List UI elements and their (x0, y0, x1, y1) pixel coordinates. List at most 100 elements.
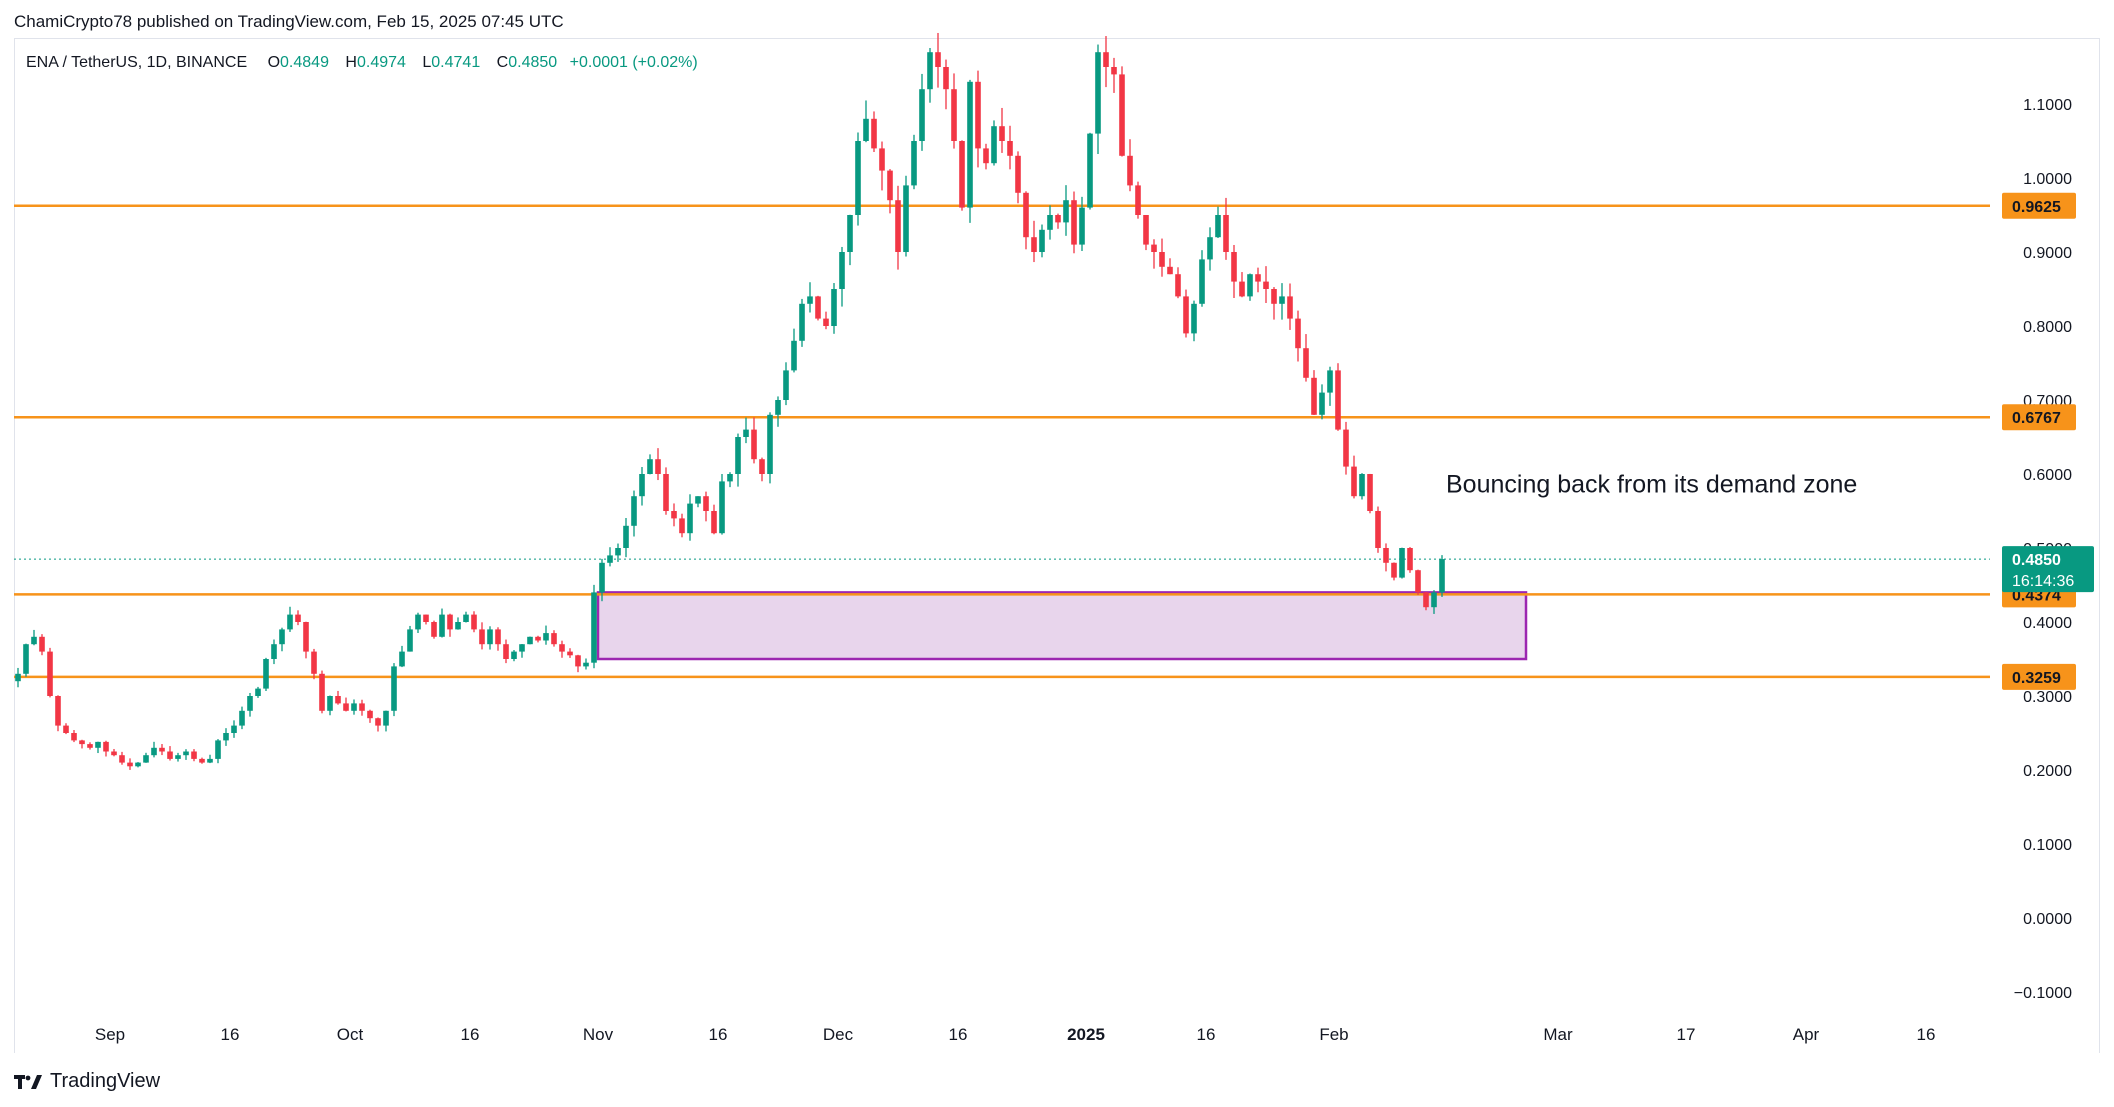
level-price-tag (2002, 663, 2076, 690)
candle-body (919, 89, 925, 141)
legend-high: 0.4974 (356, 54, 406, 71)
candle-body (399, 651, 405, 667)
candle-body (1367, 474, 1373, 511)
candle-body (215, 740, 221, 759)
candle-body (575, 655, 581, 667)
candle-body (895, 200, 901, 252)
candle-body (1439, 559, 1445, 593)
candle-body (1023, 192, 1029, 238)
candle-body (1047, 215, 1053, 230)
legend-symbol: ENA / TetherUS, 1D, BINANCE (26, 54, 248, 71)
legend-change: +0.0001 (+0.02%) (569, 54, 698, 71)
candle-body (943, 67, 949, 90)
tradingview-logo-icon (14, 1073, 42, 1091)
chart-frame (14, 38, 2100, 1053)
candle-body (207, 758, 213, 763)
candle-body (1319, 392, 1325, 415)
candle-body (1335, 370, 1341, 430)
candle-body (447, 614, 453, 630)
candle-body (887, 170, 893, 201)
y-axis-tick-label: 0.2000 (2023, 763, 2072, 780)
tradingview-logo[interactable]: TradingView (14, 1070, 160, 1093)
candle-body (751, 429, 757, 460)
candle-body (1031, 237, 1037, 252)
candle-body (831, 289, 837, 326)
candle-body (871, 118, 877, 149)
candle-body (135, 762, 141, 767)
candlestick-chart[interactable]: Bouncing back from its demand zone 1.1000… (0, 0, 2114, 1060)
y-axis-tick-label: 0.3000 (2023, 689, 2072, 706)
candle-body (1359, 474, 1365, 497)
candle-body (1231, 252, 1237, 282)
candle-body (727, 474, 733, 482)
candle-body (295, 614, 301, 622)
candle-body (1431, 592, 1437, 608)
candle-body (367, 710, 373, 719)
candle-body (695, 496, 701, 504)
candle-body (159, 747, 165, 752)
candle-body (183, 751, 189, 756)
candle-body (375, 718, 381, 726)
candle-body (255, 688, 261, 696)
candle-body (999, 126, 1005, 141)
y-axis-tick-label: 1.0000 (2023, 171, 2072, 188)
candle-body (567, 651, 573, 656)
candle-body (335, 696, 341, 704)
candle-body (79, 740, 85, 745)
candle-body (263, 659, 269, 689)
legend-high-label: H (345, 54, 357, 71)
candle-body (807, 296, 813, 304)
candle-body (231, 725, 237, 733)
y-axis-tick-label: 0.1000 (2023, 837, 2072, 854)
candle-body (1391, 562, 1397, 578)
legend-close-label: C (496, 54, 509, 71)
x-axis-tick-label: Nov (583, 1025, 614, 1044)
candle-body (823, 318, 829, 326)
candle-body (199, 758, 205, 763)
candle-body (1143, 215, 1149, 245)
candle-body (703, 496, 709, 511)
x-axis-tick-label: 16 (709, 1025, 728, 1044)
candle-body (1215, 215, 1221, 238)
candle-body (1247, 274, 1253, 297)
candle-body (479, 629, 485, 645)
candle-body (431, 622, 437, 637)
candle-body (735, 437, 741, 474)
x-axis-tick-label: Mar (1543, 1025, 1573, 1044)
candle-body (903, 185, 909, 252)
level-price-label: 0.3259 (2012, 670, 2061, 687)
candle-body (951, 89, 957, 141)
level-price-tag (2002, 404, 2076, 431)
candle-body (127, 762, 133, 767)
y-axis-tick-label: 1.1000 (2023, 97, 2072, 114)
y-axis-tick-label: 0.8000 (2023, 319, 2072, 336)
candle-body (1375, 511, 1381, 548)
candle-body (151, 747, 157, 756)
candle-body (591, 592, 597, 663)
candle-body (1111, 67, 1117, 75)
candle-body (55, 696, 61, 726)
candle-body (791, 340, 797, 371)
candle-body (383, 710, 389, 726)
y-axis-tick-label: 0.4000 (2023, 615, 2072, 632)
candle-body (415, 614, 421, 630)
candle-body (319, 673, 325, 711)
publisher-header: ChamiCrypto78 published on TradingView.c… (14, 12, 564, 31)
x-axis-tick-label: Dec (823, 1025, 854, 1044)
candle-body (863, 118, 869, 141)
annotation-text: Bouncing back from its demand zone (1446, 471, 1857, 499)
candle-body (687, 503, 693, 534)
candle-body (663, 474, 669, 511)
x-axis-tick-label: 16 (221, 1025, 240, 1044)
candle-body (1095, 52, 1101, 134)
candle-body (743, 429, 749, 437)
candle-body (1399, 548, 1405, 578)
candle-body (1135, 185, 1141, 215)
candle-body (279, 629, 285, 645)
candle-body (767, 414, 773, 474)
candle-body (1055, 215, 1061, 223)
level-price-label: 0.9625 (2012, 199, 2061, 216)
candle-body (423, 614, 429, 622)
candle-body (1183, 296, 1189, 334)
candle-body (679, 518, 685, 534)
